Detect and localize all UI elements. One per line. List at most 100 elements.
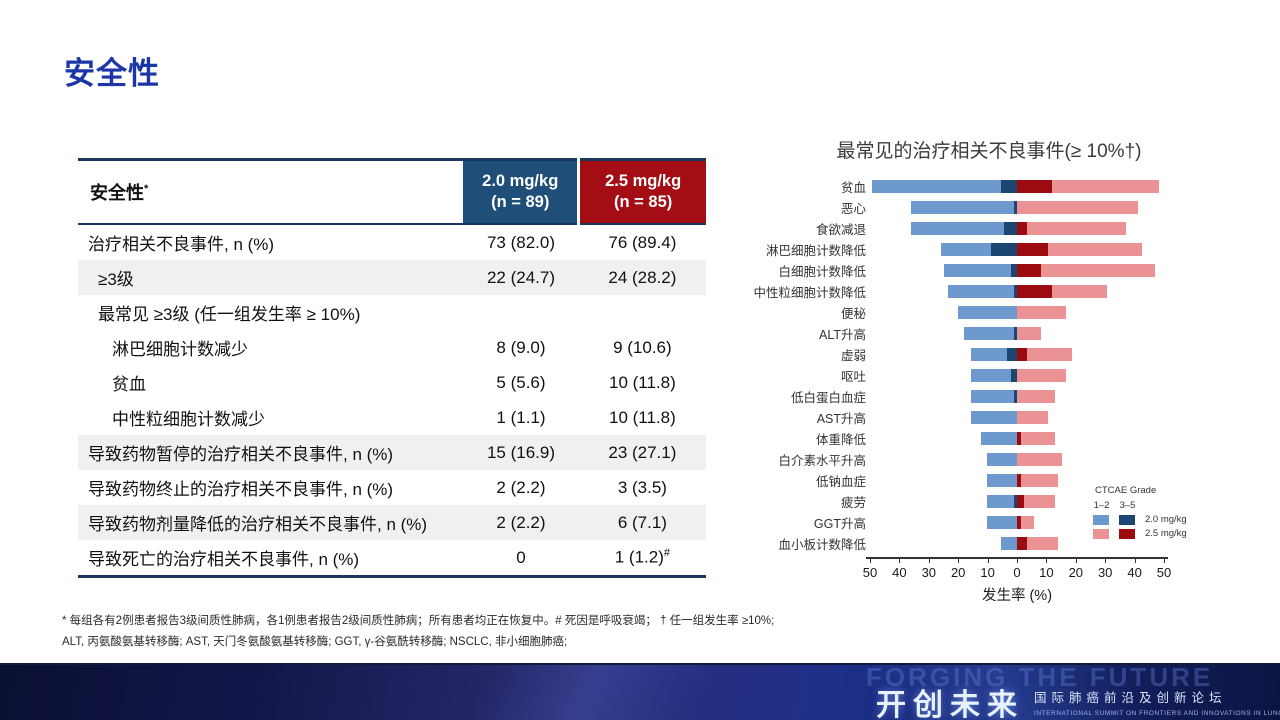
bar-2_5mg-grade1-2 bbox=[1017, 411, 1049, 424]
table-row: 导致药物暂停的治疗相关不良事件, n (%) 15 (16.9) 23 (27.1) bbox=[78, 435, 706, 470]
ae-chart: 最常见的治疗相关不良事件(≥ 10%†) 贫血 恶心 食欲减退 淋巴细胞计数降低 白细胞… bbox=[700, 132, 1190, 604]
bar-2_0mg-grade1-2 bbox=[871, 180, 1001, 193]
bar-2_0mg-grade3-5 bbox=[1010, 264, 1017, 277]
chart-category-label: 体重降低 bbox=[815, 433, 866, 447]
table-row: 导致死亡的治疗相关不良事件, n (%) 0 1 (1.2)# bbox=[78, 540, 706, 577]
bar-2_5mg-grade1-2 bbox=[1027, 537, 1059, 550]
chart-row: 白细胞计数降低 bbox=[700, 260, 1180, 281]
chart-category-label: 恶心 bbox=[840, 202, 866, 216]
legend-swatch-2_0-grade3-5 bbox=[1119, 514, 1135, 525]
bar-2_5mg-grade3-5 bbox=[1017, 222, 1028, 235]
bar-2_0mg-grade1-2 bbox=[987, 474, 1017, 487]
chart-category-label: 低钠血症 bbox=[815, 475, 866, 489]
bar-2_0mg-grade1-2 bbox=[1000, 537, 1017, 550]
cell-2_5mgkg: 10 (11.8) bbox=[608, 407, 676, 427]
chart-bar-area bbox=[870, 411, 1170, 424]
bar-2_5mg-grade1-2 bbox=[1017, 390, 1055, 403]
footer-banner: FORGING THE FUTURE 开创未来 国际肺癌前沿及创新论坛 INTE… bbox=[0, 663, 1280, 720]
bar-2_0mg-grade1-2 bbox=[987, 516, 1017, 529]
bar-2_0mg-grade1-2 bbox=[964, 327, 1014, 340]
x-axis-tick-label: 40 bbox=[892, 565, 907, 580]
bar-2_5mg-grade3-5 bbox=[1017, 348, 1028, 361]
bar-2_5mg-grade1-2 bbox=[1017, 453, 1062, 466]
x-axis-tick-label: 30 bbox=[1097, 565, 1113, 580]
x-axis-tick-label: 10 bbox=[1039, 565, 1054, 580]
footnote-line-2: ALT, 丙氨酸氨基转移酶; AST, 天门冬氨酸氨基转移酶; GGT, γ-谷… bbox=[62, 636, 568, 648]
x-axis-tick-mark bbox=[928, 558, 930, 563]
table-header-col-2_5mgkg: 2.5 mg/kg (n = 85) bbox=[577, 159, 706, 224]
row-label: 导致死亡的治疗相关不良事件, n (%) bbox=[88, 550, 360, 569]
chart-row: 低白蛋白血症 bbox=[700, 386, 1180, 407]
legend-row-2_5mgkg: 2.5 mg/kg bbox=[1093, 528, 1187, 539]
footnote-marker: * bbox=[144, 183, 149, 195]
legend-swatch-2_5-grade3-5 bbox=[1119, 528, 1135, 539]
cell-2_5mgkg: 10 (11.8) bbox=[608, 372, 676, 392]
legend-swatch-2_5-grade1-2 bbox=[1093, 528, 1109, 539]
chart-category-label: 虚弱 bbox=[840, 349, 866, 363]
x-axis-tick-mark bbox=[1046, 558, 1048, 563]
bar-2_0mg-grade1-2 bbox=[970, 369, 1011, 382]
bar-2_5mg-grade3-5 bbox=[1017, 264, 1042, 277]
cell-2_5mgkg: 24 (28.2) bbox=[608, 267, 677, 287]
chart-bar-area bbox=[870, 348, 1170, 361]
chart-category-label: 疲劳 bbox=[840, 496, 866, 510]
x-axis-tick-mark bbox=[1075, 558, 1077, 563]
row-label: 中性粒细胞计数减少 bbox=[112, 410, 265, 429]
bar-2_0mg-grade3-5 bbox=[1013, 201, 1017, 214]
row-label: 导致药物暂停的治疗相关不良事件, n (%) bbox=[88, 445, 394, 464]
bar-2_5mg-grade1-2 bbox=[1020, 474, 1059, 487]
x-axis-tick-label: 20 bbox=[1068, 565, 1084, 580]
cell-2_5mgkg: 6 (7.1) bbox=[617, 512, 667, 532]
cell-2_5mgkg: 1 (1.2)# bbox=[614, 547, 671, 567]
chart-bar-area bbox=[870, 264, 1170, 277]
bar-2_5mg-grade1-2 bbox=[1017, 306, 1066, 319]
footer-brand-chinese: 开创未来 bbox=[876, 689, 1024, 720]
chart-category-label: 便秘 bbox=[840, 307, 866, 321]
cell-2_0mgkg: 0 bbox=[516, 547, 526, 567]
x-axis-tick-mark bbox=[1134, 558, 1136, 563]
bar-2_5mg-grade1-2 bbox=[1051, 180, 1159, 193]
table-header-label: 安全性* bbox=[78, 160, 463, 225]
chart-row: AST升高 bbox=[700, 407, 1180, 428]
table-header-row: 安全性* 2.0 mg/kg (n = 89) 2.5 mg/kg (n = 8… bbox=[78, 159, 706, 225]
bar-2_0mg-grade1-2 bbox=[947, 285, 1014, 298]
table-header-label-text: 安全性 bbox=[90, 183, 144, 203]
bar-2_0mg-grade1-2 bbox=[911, 201, 1014, 214]
chart-legend: CTCAE Grade 1–2 3–5 2.0 mg/kg 2.5 mg/kg bbox=[1093, 485, 1187, 539]
row-label: 治疗相关不良事件, n (%) bbox=[88, 235, 275, 254]
chart-bar-area bbox=[870, 369, 1170, 382]
bar-2_0mg-grade3-5 bbox=[1010, 369, 1017, 382]
bar-2_0mg-grade1-2 bbox=[970, 390, 1014, 403]
cell-2_5mgkg: 3 (3.5) bbox=[617, 477, 667, 497]
bar-2_5mg-grade3-5 bbox=[1017, 516, 1021, 529]
x-axis-tick-label: 30 bbox=[921, 565, 937, 580]
x-axis-tick-label: 20 bbox=[950, 565, 966, 580]
bar-2_5mg-grade3-5 bbox=[1017, 285, 1052, 298]
bar-2_0mg-grade3-5 bbox=[1013, 285, 1017, 298]
col-n-label: (n = 89) bbox=[491, 193, 550, 211]
chart-bar-area bbox=[870, 537, 1170, 550]
chart-row: 低钠血症 bbox=[700, 470, 1180, 491]
cell-2_0mgkg: 1 (1.1) bbox=[496, 407, 546, 427]
bar-2_0mg-grade1-2 bbox=[970, 411, 1017, 424]
cell-2_5mgkg: 23 (27.1) bbox=[608, 442, 677, 462]
bar-2_0mg-grade1-2 bbox=[980, 432, 1017, 445]
chart-category-label: AST升高 bbox=[816, 412, 866, 426]
bar-2_0mg-grade1-2 bbox=[911, 222, 1004, 235]
chart-row: 食欲减退 bbox=[700, 218, 1180, 239]
chart-row: 恶心 bbox=[700, 197, 1180, 218]
footnote-line-1: * 每组各有2例患者报告3级间质性肺病，各1例患者报告2级间质性肺病；所有患者均… bbox=[62, 615, 775, 627]
bar-2_0mg-grade3-5 bbox=[1013, 327, 1017, 340]
bar-2_0mg-grade1-2 bbox=[987, 453, 1017, 466]
table-header-col-2_0mgkg: 2.0 mg/kg (n = 89) bbox=[463, 159, 579, 224]
chart-bar-area bbox=[870, 474, 1170, 487]
x-axis-tick-label: 10 bbox=[980, 565, 995, 580]
x-axis-tick-mark bbox=[1164, 558, 1165, 563]
table-row: 淋巴细胞计数减少 8 (9.0) 9 (10.6) bbox=[78, 330, 706, 365]
legend-grade-headers: 1–2 3–5 bbox=[1093, 500, 1187, 511]
legend-grade-3-5: 3–5 bbox=[1119, 500, 1136, 511]
chart-row: 淋巴细胞计数降低 bbox=[700, 239, 1180, 260]
cell-2_0mgkg: 15 (16.9) bbox=[486, 442, 555, 462]
chart-bar-area bbox=[870, 180, 1170, 193]
